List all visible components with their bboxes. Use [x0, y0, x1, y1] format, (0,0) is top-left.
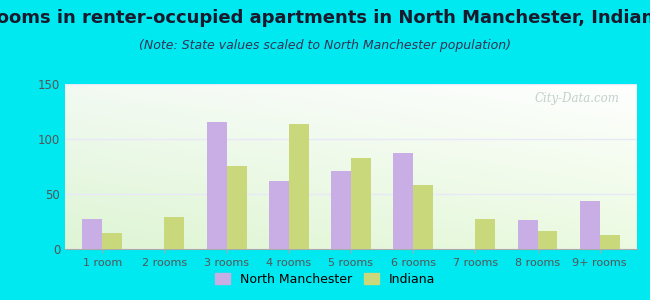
Bar [517, 220, 538, 249]
Bar [164, 217, 185, 249]
Bar [269, 181, 289, 249]
Bar [227, 167, 246, 249]
Bar [475, 219, 495, 249]
Bar [102, 232, 122, 249]
Bar [600, 235, 619, 249]
Bar [351, 158, 371, 249]
Bar [393, 153, 413, 249]
Text: City-Data.com: City-Data.com [535, 92, 620, 105]
Bar [580, 201, 600, 249]
Bar [413, 185, 433, 249]
Bar [207, 122, 227, 249]
Legend: North Manchester, Indiana: North Manchester, Indiana [209, 268, 441, 291]
Bar [289, 124, 309, 249]
Bar [538, 231, 558, 249]
Text: Rooms in renter-occupied apartments in North Manchester, Indiana: Rooms in renter-occupied apartments in N… [0, 9, 650, 27]
Text: (Note: State values scaled to North Manchester population): (Note: State values scaled to North Manc… [139, 39, 511, 52]
Bar [83, 219, 102, 249]
Bar [331, 171, 351, 249]
